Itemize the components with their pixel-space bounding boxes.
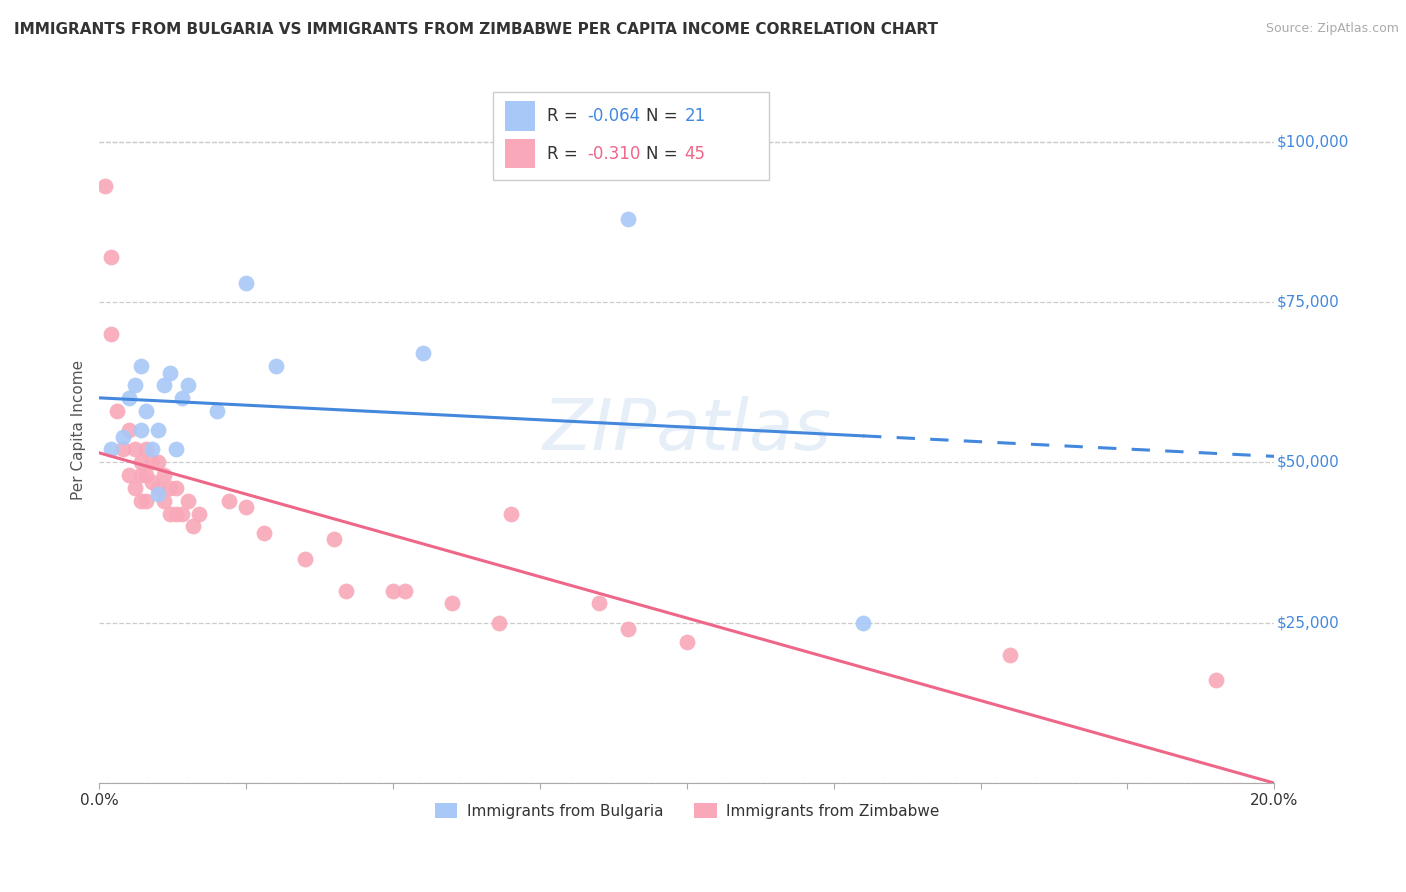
Point xyxy=(141,475,163,489)
Point xyxy=(617,211,640,226)
Point xyxy=(148,481,170,495)
Point xyxy=(118,391,141,405)
Text: 21: 21 xyxy=(685,107,706,125)
Point xyxy=(235,276,257,290)
Point xyxy=(165,507,187,521)
Point xyxy=(188,507,211,521)
Y-axis label: Per Capita Income: Per Capita Income xyxy=(72,360,86,500)
Text: $100,000: $100,000 xyxy=(1277,134,1348,149)
Point xyxy=(294,551,316,566)
Point xyxy=(218,493,240,508)
Point xyxy=(148,423,170,437)
Point xyxy=(153,378,176,392)
Text: N =: N = xyxy=(645,145,682,162)
Point xyxy=(148,455,170,469)
Point xyxy=(176,378,198,392)
Point xyxy=(100,326,122,341)
Point xyxy=(264,359,287,373)
Point xyxy=(183,519,205,533)
Point xyxy=(323,533,346,547)
Point xyxy=(394,583,416,598)
Point xyxy=(153,493,176,508)
Point xyxy=(105,404,128,418)
Text: $50,000: $50,000 xyxy=(1277,455,1340,470)
Point xyxy=(129,359,152,373)
Point xyxy=(159,507,181,521)
Point xyxy=(440,596,463,610)
Point xyxy=(159,366,181,380)
Point xyxy=(118,423,141,437)
Point xyxy=(94,179,117,194)
Point xyxy=(100,250,122,264)
Bar xyxy=(505,139,536,169)
Point xyxy=(148,487,170,501)
Point xyxy=(129,493,152,508)
Point xyxy=(129,455,152,469)
Text: 45: 45 xyxy=(685,145,706,162)
Point xyxy=(382,583,405,598)
Point xyxy=(488,615,510,630)
Text: R =: R = xyxy=(547,107,583,125)
Point xyxy=(499,507,522,521)
Point xyxy=(676,635,699,649)
Point xyxy=(205,404,228,418)
Point xyxy=(159,481,181,495)
Text: Source: ZipAtlas.com: Source: ZipAtlas.com xyxy=(1265,22,1399,36)
Point xyxy=(135,468,157,483)
Point xyxy=(129,468,152,483)
Text: $75,000: $75,000 xyxy=(1277,294,1340,310)
Point xyxy=(588,596,610,610)
Point xyxy=(1205,673,1227,688)
Point xyxy=(135,404,157,418)
Text: -0.310: -0.310 xyxy=(586,145,640,162)
Point xyxy=(111,430,134,444)
Point xyxy=(135,493,157,508)
Point xyxy=(170,507,193,521)
Point xyxy=(111,442,134,457)
Point xyxy=(124,378,146,392)
Point xyxy=(165,442,187,457)
Point xyxy=(141,455,163,469)
Point xyxy=(412,346,434,360)
Point xyxy=(235,500,257,515)
Point xyxy=(135,442,157,457)
Point xyxy=(617,622,640,636)
Bar xyxy=(494,92,769,180)
Text: R =: R = xyxy=(547,145,583,162)
Point xyxy=(176,493,198,508)
Point xyxy=(100,442,122,457)
Point xyxy=(165,481,187,495)
Text: ZIPatlas: ZIPatlas xyxy=(543,396,831,465)
Point xyxy=(118,468,141,483)
Text: N =: N = xyxy=(645,107,682,125)
Point xyxy=(124,481,146,495)
Point xyxy=(170,391,193,405)
Point xyxy=(141,442,163,457)
Point xyxy=(124,442,146,457)
Point xyxy=(129,423,152,437)
Point xyxy=(335,583,357,598)
Point xyxy=(998,648,1021,662)
Point xyxy=(153,468,176,483)
Point xyxy=(253,525,276,540)
Text: -0.064: -0.064 xyxy=(586,107,640,125)
Legend: Immigrants from Bulgaria, Immigrants from Zimbabwe: Immigrants from Bulgaria, Immigrants fro… xyxy=(429,797,945,825)
Text: IMMIGRANTS FROM BULGARIA VS IMMIGRANTS FROM ZIMBABWE PER CAPITA INCOME CORRELATI: IMMIGRANTS FROM BULGARIA VS IMMIGRANTS F… xyxy=(14,22,938,37)
Text: $25,000: $25,000 xyxy=(1277,615,1340,630)
Point xyxy=(852,615,875,630)
Bar xyxy=(505,102,536,131)
